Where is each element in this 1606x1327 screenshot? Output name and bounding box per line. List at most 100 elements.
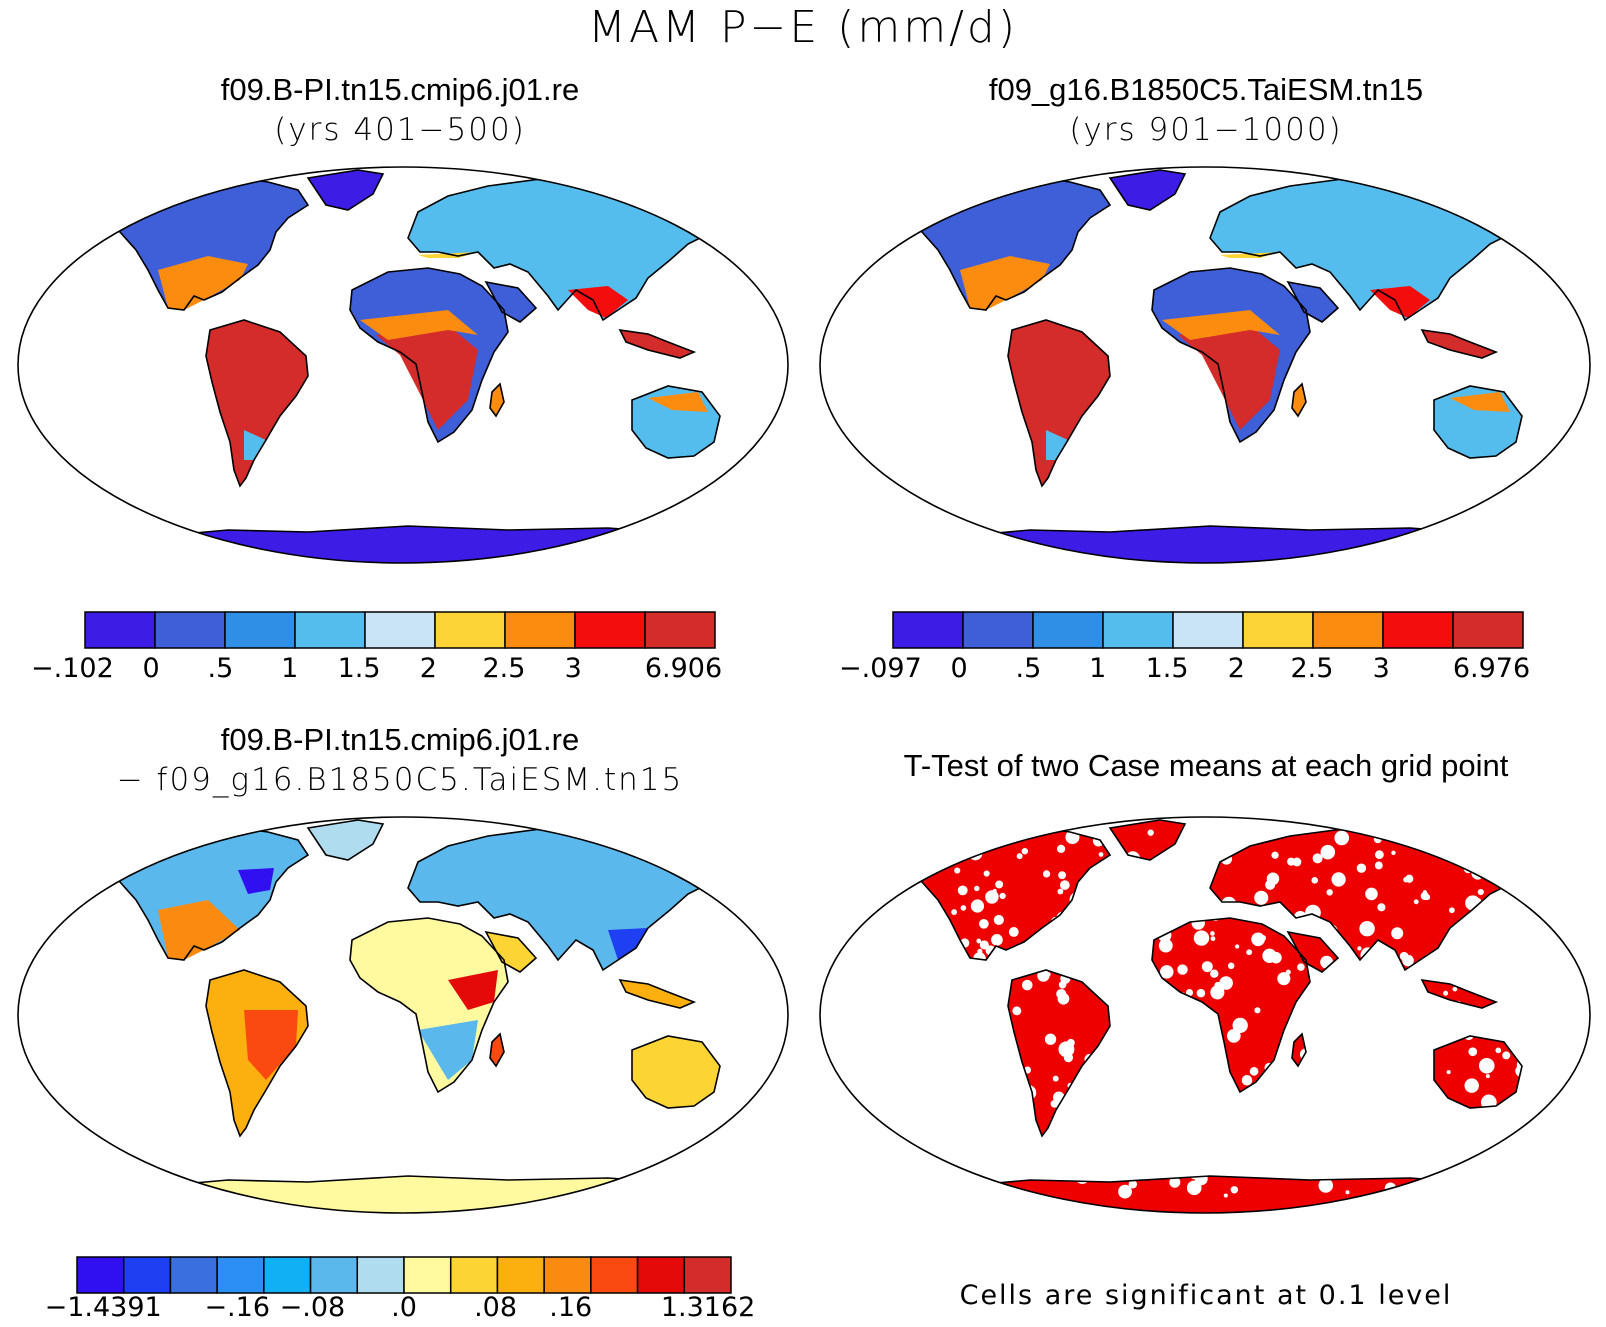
nonsignificant-cell [1052,1075,1059,1082]
colorbar-tick-label: −.16 [204,1292,270,1323]
field-region [1162,310,1280,340]
nonsignificant-cell [986,828,1000,842]
nonsignificant-cell [1012,1006,1022,1016]
nonsignificant-cell [1449,907,1455,914]
colorbar-tick-label: 1 [1089,653,1107,684]
panel2-title: f09_g16.B1850C5.TaiESM.tn15 [988,72,1424,107]
coastline-greenland [1108,819,1187,861]
colorbar-tick-label: −.08 [279,1292,346,1323]
nonsignificant-cell [908,957,920,969]
nonsignificant-cell [1178,1150,1192,1163]
nonsignificant-cell [1443,990,1449,996]
nonsignificant-cell [1338,1030,1351,1044]
nonsignificant-cell [1265,879,1276,890]
nonsignificant-cell [1016,853,1023,860]
nonsignificant-cell [1478,1025,1490,1037]
nonsignificant-cell [1386,1114,1393,1121]
nonsignificant-cell [1358,1004,1375,1020]
colorbar-tick-label: 1.3162 [660,1292,756,1323]
colorbar-swatch [224,611,296,649]
nonsignificant-cell [1319,1089,1329,1099]
coastline-arabia [484,930,538,973]
nonsignificant-cell [1369,1159,1383,1172]
nonsignificant-cell [1329,1056,1342,1069]
nonsignificant-cell [1478,964,1494,980]
colorbar-swatch [216,1256,265,1294]
land-arabia [486,932,536,972]
land-europeAsia [408,178,728,320]
nonsignificant-cell [1066,1149,1080,1162]
nonsignificant-cell [979,967,994,982]
colorbar-tick-label: 2.5 [482,653,526,684]
nonsignificant-cell [1455,1176,1465,1186]
nonsignificant-cell [1006,824,1021,839]
nonsignificant-cell [1000,1145,1010,1155]
nonsignificant-cell [1261,1165,1266,1171]
nonsignificant-cell [999,892,1006,900]
nonsignificant-cell [1306,1174,1312,1181]
nonsignificant-cell [1377,1118,1390,1131]
nonsignificant-cell [1210,969,1219,978]
land-greenland [308,170,383,210]
colorbar-tick-label: .08 [474,1292,518,1323]
nonsignificant-cell [1516,998,1521,1004]
nonsignificant-cell [954,844,969,859]
nonsignificant-cell [969,1149,977,1157]
nonsignificant-cell [1385,956,1394,965]
nonsignificant-cell [1123,898,1132,907]
colorbar-swatch [1312,611,1384,649]
nonsignificant-cell [1138,1015,1146,1023]
map-panel-4 [819,816,1591,1214]
nonsignificant-cell [1158,938,1173,953]
colorbar-swatch [962,611,1034,649]
nonsignificant-cell [1277,972,1291,986]
nonsignificant-cell [933,1169,949,1186]
land-indonesia [1422,330,1496,358]
colorbar-tick-label: 1 [281,653,299,684]
nonsignificant-cell [1144,1120,1152,1128]
colorbar-swatch [434,611,506,649]
nonsignificant-cell [1357,946,1362,951]
land-antarctica [940,1176,1530,1213]
colorbar-swatch [169,1256,218,1294]
land-antarctica [138,526,728,563]
nonsignificant-cell [1042,870,1051,878]
nonsignificant-cell [935,1073,943,1081]
nonsignificant-cell [1232,1017,1248,1034]
map-panel-3 [17,816,789,1214]
nonsignificant-cell [1392,1163,1404,1174]
field-region [360,310,478,340]
nonsignificant-cell [1145,892,1158,904]
nonsignificant-cell [970,899,985,913]
nonsignificant-cell [978,991,983,996]
figure-title: MAM P−E (mm/d) [587,2,1018,53]
nonsignificant-cell [1212,988,1224,1000]
field-region [244,430,266,460]
nonsignificant-cell [1517,991,1525,999]
nonsignificant-cell [1326,889,1333,896]
nonsignificant-cell [995,880,1004,889]
colorbar-tick-label: −.102 [31,653,114,684]
nonsignificant-cell [1070,918,1086,934]
nonsignificant-cell [950,826,962,838]
nonsignificant-cell [1502,990,1509,997]
nonsignificant-cell [1021,979,1033,991]
nonsignificant-cell [1196,988,1206,998]
nonsignificant-cell [985,890,999,904]
nonsignificant-cell [1379,956,1388,964]
colorbar-swatch [636,1256,686,1294]
nonsignificant-cell [1099,1055,1105,1061]
coastline-greenland [306,169,385,211]
nonsignificant-cell [1037,969,1050,982]
nonsignificant-cell [1193,930,1210,946]
nonsignificant-cell [1318,1178,1333,1193]
nonsignificant-cell [1177,964,1188,975]
field-region [158,256,248,310]
nonsignificant-cell [962,957,968,963]
nonsignificant-cell [1288,1027,1294,1033]
nonsignificant-cell [1491,935,1506,950]
nonsignificant-cell [993,914,1004,925]
colorbar-swatch [449,1256,499,1294]
nonsignificant-cell [1283,1148,1293,1158]
nonsignificant-cell [1434,839,1439,844]
